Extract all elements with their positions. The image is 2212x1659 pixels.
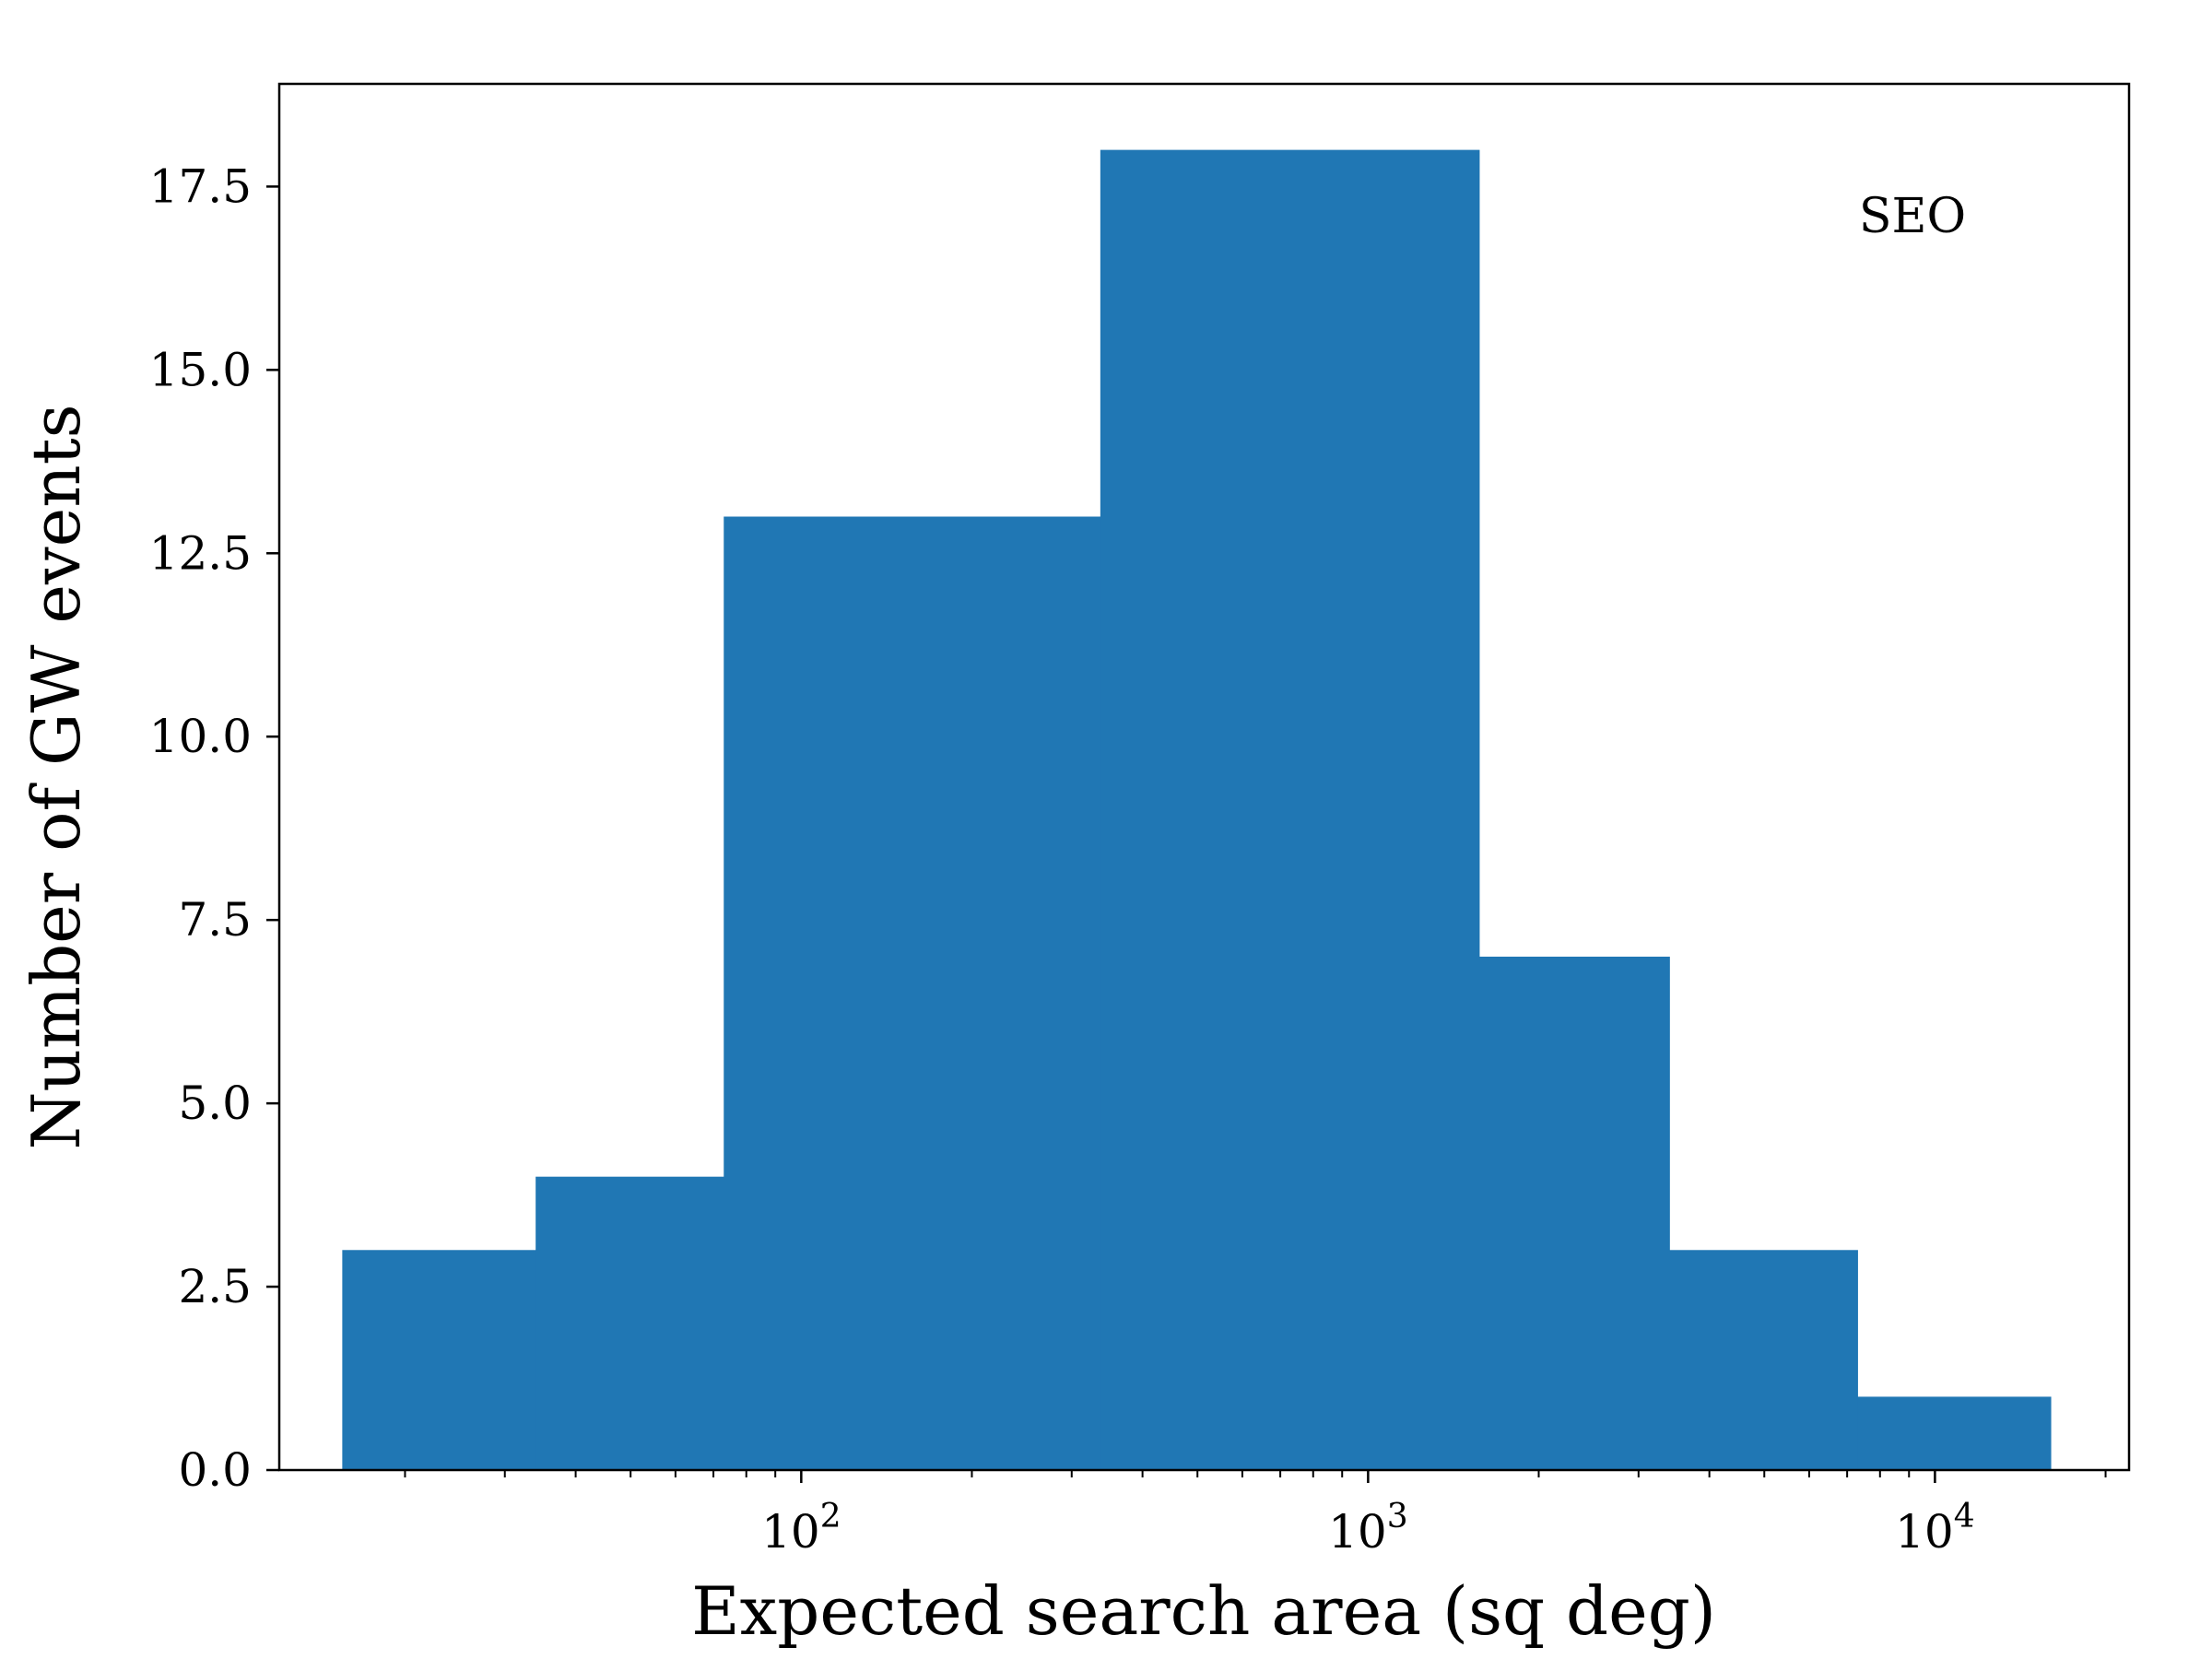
x-axis-label: Expected search area (sq deg) xyxy=(691,1572,1716,1650)
y-axis: 0.0 2.5 5.0 7.5 10.0 12.5 15.0 17.5 xyxy=(149,159,279,1497)
y-tick-label: 2.5 xyxy=(178,1260,252,1313)
histogram-bar xyxy=(1669,1250,1858,1470)
histogram-bars xyxy=(342,149,2052,1470)
y-tick-label: 10.0 xyxy=(149,710,252,763)
x-tick-label: 104 xyxy=(1895,1498,1975,1559)
y-tick-label: 7.5 xyxy=(178,893,252,947)
histogram-bar xyxy=(342,1250,536,1470)
y-tick-label: 0.0 xyxy=(178,1443,252,1497)
plot-frame xyxy=(277,82,2131,1472)
histogram-bar xyxy=(724,516,1101,1470)
y-tick-label: 15.0 xyxy=(149,343,252,396)
x-tick-label: 102 xyxy=(761,1498,841,1559)
y-axis-label: Number of GW events xyxy=(18,404,95,1149)
y-tick-label: 17.5 xyxy=(149,159,252,213)
histogram-bar xyxy=(1100,149,1480,1470)
histogram-bar xyxy=(1857,1396,2052,1470)
y-tick-label: 5.0 xyxy=(178,1077,252,1130)
annotation-label: SEO xyxy=(1859,189,1966,244)
histogram-bar xyxy=(1478,956,1670,1470)
histogram-bar xyxy=(535,1176,724,1470)
y-tick-label: 12.5 xyxy=(149,526,252,580)
x-axis: 102 103 104 xyxy=(404,1470,2107,1559)
x-tick-label: 103 xyxy=(1328,1498,1408,1559)
